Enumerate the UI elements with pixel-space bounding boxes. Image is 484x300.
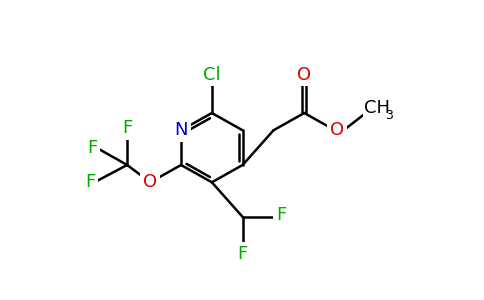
Text: F: F [88, 139, 98, 157]
Text: O: O [330, 121, 344, 139]
Text: N: N [174, 121, 188, 139]
Text: CH: CH [364, 99, 390, 117]
Text: F: F [86, 173, 96, 191]
Text: F: F [238, 244, 248, 262]
Text: F: F [122, 119, 132, 137]
Text: F: F [276, 206, 286, 224]
Text: Cl: Cl [203, 65, 221, 83]
Text: O: O [297, 65, 311, 83]
Text: 3: 3 [385, 109, 393, 122]
Text: O: O [143, 173, 157, 191]
